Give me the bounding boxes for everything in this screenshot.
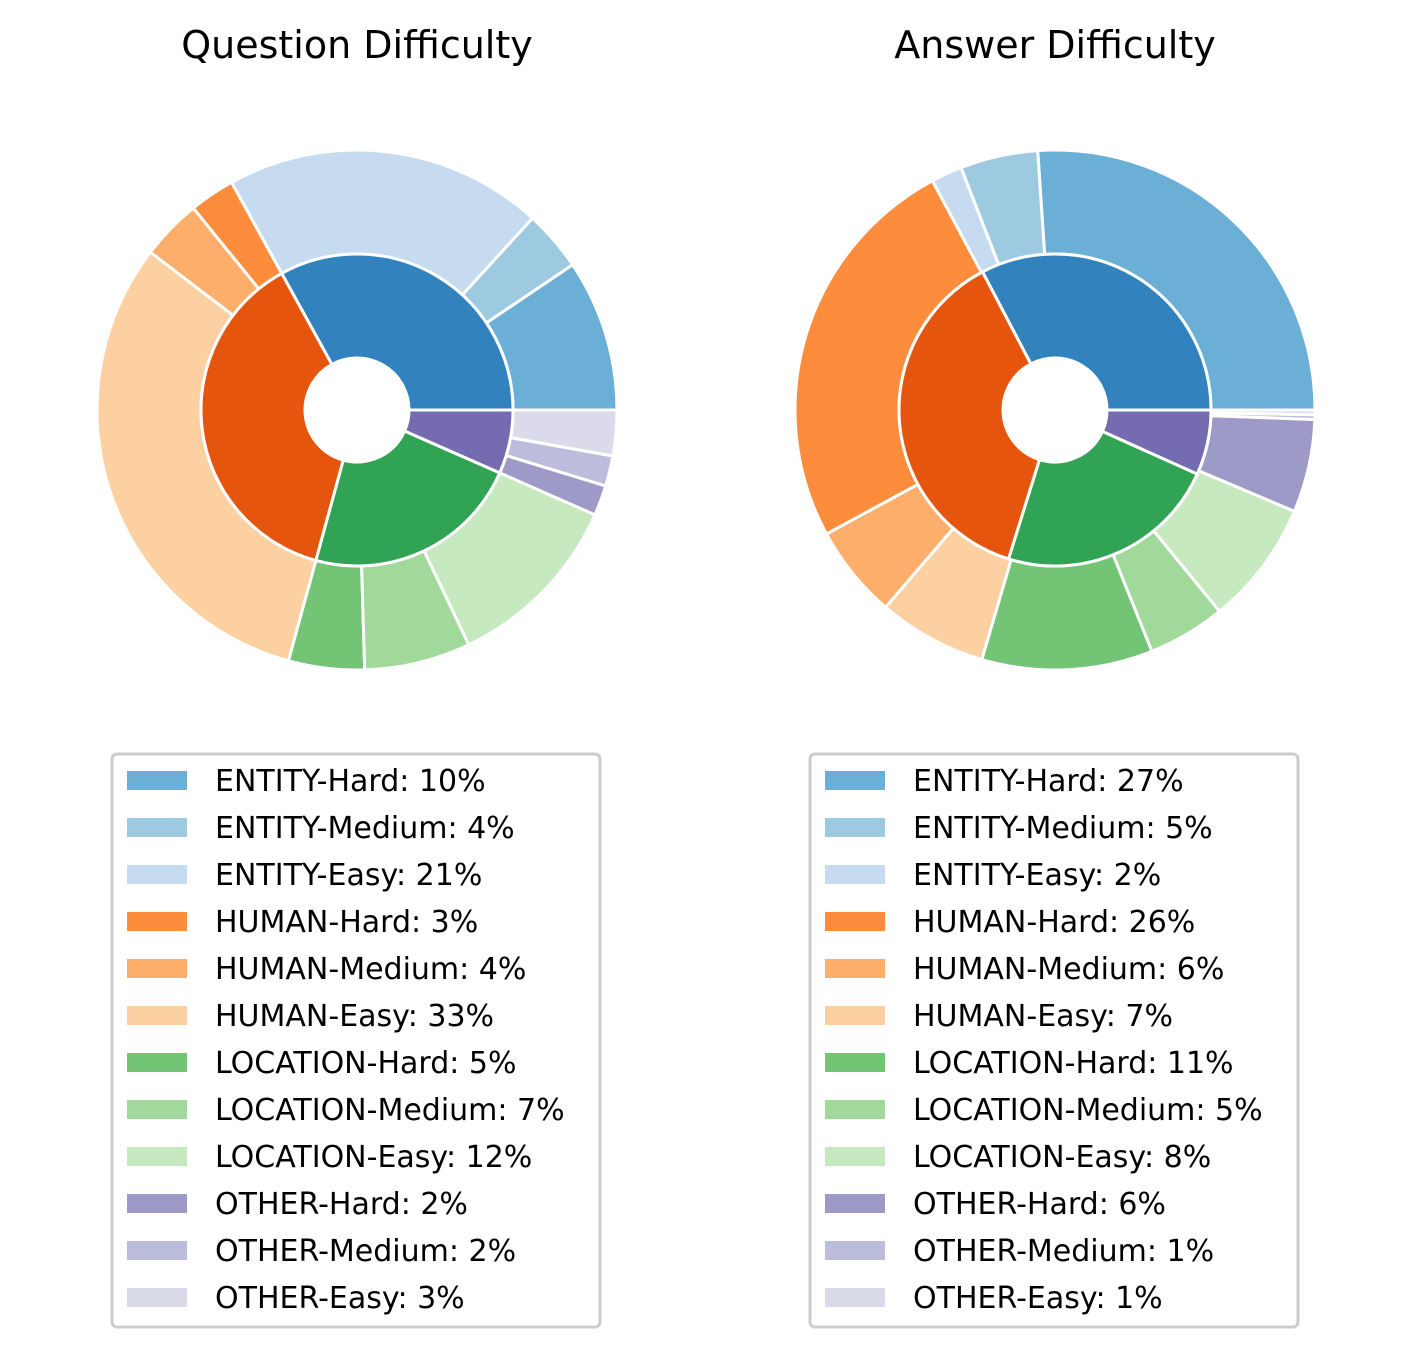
legend-swatch — [825, 1194, 885, 1213]
outer-wedge-other-easy — [1209, 408, 1317, 417]
legend-item: HUMAN-Easy: 33% — [127, 999, 494, 1034]
legend-item: OTHER-Medium: 1% — [825, 1234, 1214, 1269]
legend-item: OTHER-Hard: 6% — [825, 1187, 1166, 1222]
legend-swatch — [127, 1053, 187, 1072]
legend-item: OTHER-Easy: 3% — [127, 1281, 465, 1316]
legend-item: ENTITY-Medium: 4% — [127, 811, 515, 846]
legend-swatch — [127, 865, 187, 884]
legend-swatch — [127, 1194, 187, 1213]
inner-wedge-human — [897, 269, 1042, 561]
legend-item: LOCATION-Hard: 11% — [825, 1046, 1234, 1081]
inner-wedge-other — [1100, 408, 1213, 477]
legend-item: ENTITY-Easy: 2% — [825, 858, 1161, 893]
legend-item: LOCATION-Medium: 7% — [127, 1093, 565, 1128]
legend-label: LOCATION-Hard: 11% — [913, 1046, 1234, 1081]
legend-item: LOCATION-Easy: 12% — [127, 1140, 532, 1175]
legend-swatch — [127, 1100, 187, 1119]
legend-label: HUMAN-Hard: 26% — [913, 905, 1195, 940]
legend-item: OTHER-Medium: 2% — [127, 1234, 516, 1269]
legend-swatch — [127, 1147, 187, 1166]
legend-swatch — [127, 818, 187, 837]
inner-wedge-entity — [279, 252, 515, 412]
legend-item: HUMAN-Medium: 4% — [127, 952, 526, 987]
legend: ENTITY-Hard: 10% ENTITY-Medium: 4% ENTITY-… — [110, 752, 602, 1329]
legend-label: ENTITY-Medium: 4% — [215, 811, 515, 846]
legend-item: ENTITY-Hard: 27% — [825, 764, 1184, 799]
legend-label: LOCATION-Easy: 12% — [215, 1140, 532, 1175]
legend-swatch — [127, 959, 187, 978]
legend-swatch — [825, 1006, 885, 1025]
legend-swatch — [825, 1288, 885, 1307]
legend-swatch — [127, 912, 187, 931]
chart-title: Answer Difficulty — [894, 23, 1216, 67]
legend-item: LOCATION-Hard: 5% — [127, 1046, 516, 1081]
legend-label: HUMAN-Easy: 7% — [913, 999, 1173, 1034]
legend-swatch — [825, 771, 885, 790]
inner-wedge-entity — [980, 252, 1213, 412]
legend-swatch — [825, 1053, 885, 1072]
legend-frame — [808, 752, 1300, 1329]
legend-label: OTHER-Easy: 1% — [913, 1281, 1163, 1316]
legend-item: LOCATION-Easy: 8% — [825, 1140, 1211, 1175]
legend-label: HUMAN-Medium: 4% — [215, 952, 526, 987]
legend-swatch — [127, 771, 187, 790]
legend-item: ENTITY-Easy: 21% — [127, 858, 482, 893]
legend-item: LOCATION-Medium: 5% — [825, 1093, 1263, 1128]
legend-swatch — [825, 959, 885, 978]
legend-item: HUMAN-Medium: 6% — [825, 952, 1224, 987]
chart-title: Question Difficulty — [181, 23, 533, 67]
legend-swatch — [825, 818, 885, 837]
legend-swatch — [825, 865, 885, 884]
legend-label: ENTITY-Hard: 10% — [215, 764, 486, 799]
legend-label: LOCATION-Easy: 8% — [913, 1140, 1211, 1175]
legend-frame — [110, 752, 602, 1329]
legend-label: OTHER-Hard: 6% — [913, 1187, 1166, 1222]
legend-item: OTHER-Easy: 1% — [825, 1281, 1163, 1316]
legend-swatch — [825, 1241, 885, 1260]
legend-swatch — [127, 1288, 187, 1307]
legend-label: HUMAN-Medium: 6% — [913, 952, 1224, 987]
inner-wedge-other — [402, 408, 515, 475]
legend-swatch — [825, 912, 885, 931]
legend-label: OTHER-Easy: 3% — [215, 1281, 465, 1316]
legend-label: OTHER-Medium: 2% — [215, 1234, 516, 1269]
legend-label: OTHER-Medium: 1% — [913, 1234, 1214, 1269]
legend-swatch — [127, 1241, 187, 1260]
legend-swatch — [825, 1100, 885, 1119]
inner-wedge-location — [314, 428, 502, 568]
legend-label: HUMAN-Easy: 33% — [215, 999, 494, 1034]
legend-item: HUMAN-Easy: 7% — [825, 999, 1173, 1034]
legend: ENTITY-Hard: 27% ENTITY-Medium: 5% ENTITY-… — [808, 752, 1300, 1329]
legend-swatch — [127, 1006, 187, 1025]
legend-label: ENTITY-Easy: 21% — [215, 858, 482, 893]
legend-item: ENTITY-Medium: 5% — [825, 811, 1213, 846]
legend-item: HUMAN-Hard: 3% — [127, 905, 478, 940]
legend-item: HUMAN-Hard: 26% — [825, 905, 1195, 940]
inner-wedge-human — [199, 271, 346, 563]
legend-label: OTHER-Hard: 2% — [215, 1187, 468, 1222]
legend-label: LOCATION-Medium: 7% — [215, 1093, 565, 1128]
legend-label: ENTITY-Medium: 5% — [913, 811, 1213, 846]
legend-item: OTHER-Hard: 2% — [127, 1187, 468, 1222]
inner-wedge-location — [1006, 429, 1200, 568]
legend-item: ENTITY-Hard: 10% — [127, 764, 486, 799]
legend-label: ENTITY-Hard: 27% — [913, 764, 1184, 799]
legend-label: LOCATION-Hard: 5% — [215, 1046, 516, 1081]
legend-label: HUMAN-Hard: 3% — [215, 905, 478, 940]
legend-label: ENTITY-Easy: 2% — [913, 858, 1161, 893]
legend-swatch — [825, 1147, 885, 1166]
legend-label: LOCATION-Medium: 5% — [913, 1093, 1263, 1128]
